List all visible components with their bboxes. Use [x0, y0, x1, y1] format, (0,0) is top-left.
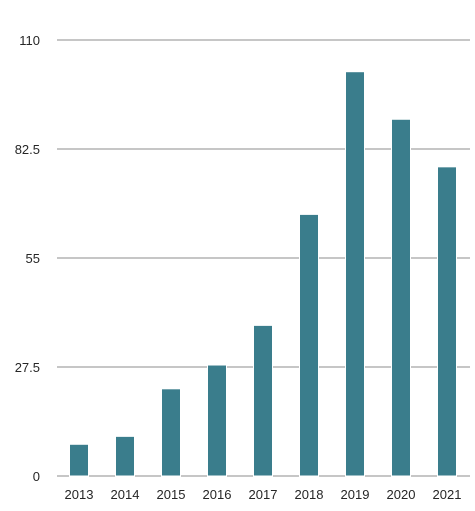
x-tick-label: 2020	[387, 487, 416, 502]
bar-2013	[69, 443, 89, 477]
x-tick-label: 2016	[203, 487, 232, 502]
x-tick-label: 2019	[341, 487, 370, 502]
y-tick-label: 110	[19, 33, 40, 48]
x-tick-label: 2015	[157, 487, 186, 502]
y-axis-ticks: 0 27.5 55 82.5 110	[15, 33, 40, 484]
bar-2018	[299, 213, 319, 477]
x-tick-label: 2014	[111, 487, 140, 502]
bar-2017	[253, 324, 273, 477]
bar-2016	[207, 364, 227, 477]
bar-2021	[437, 166, 457, 477]
y-tick-label: 55	[26, 251, 40, 266]
bar-2019	[345, 71, 365, 477]
bar-2020	[391, 118, 411, 477]
x-axis-ticks: 2013 2014 2015 2016 2017 2018 2019 2020 2021	[65, 487, 462, 502]
bar-2015	[161, 388, 181, 477]
x-tick-label: 2013	[65, 487, 94, 502]
x-tick-label: 2021	[433, 487, 462, 502]
bars	[69, 71, 457, 477]
y-tick-label: 82.5	[15, 142, 40, 157]
y-tick-label: 27.5	[15, 360, 40, 375]
x-tick-label: 2018	[295, 487, 324, 502]
y-tick-label: 0	[33, 469, 40, 484]
x-tick-label: 2017	[249, 487, 278, 502]
bar-2014	[115, 435, 135, 477]
